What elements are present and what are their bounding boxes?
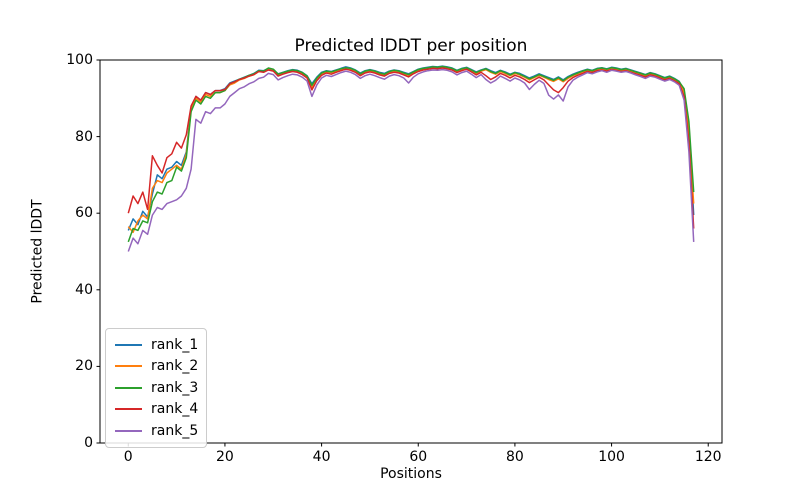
plot-border bbox=[99, 59, 723, 444]
x-tick-label: 60 bbox=[409, 449, 428, 465]
y-tick-label: 40 bbox=[75, 281, 93, 298]
legend-item-rank_2: rank_2 bbox=[115, 356, 199, 378]
x-tick-label: 0 bbox=[123, 449, 133, 465]
legend-label: rank_5 bbox=[151, 422, 199, 439]
y-tick-label: 60 bbox=[75, 205, 93, 222]
legend-item-rank_4: rank_4 bbox=[115, 399, 199, 421]
legend-item-rank_3: rank_3 bbox=[115, 377, 199, 399]
legend-line-sample bbox=[115, 365, 142, 368]
series-line-rank_4 bbox=[127, 67, 695, 229]
legend-label: rank_3 bbox=[151, 379, 199, 396]
x-tick-label: 20 bbox=[216, 449, 234, 465]
x-tick-label: 100 bbox=[598, 449, 625, 465]
legend-label: rank_2 bbox=[151, 358, 199, 375]
y-tick-label: 20 bbox=[75, 358, 93, 375]
chart-title: Predicted lDDT per position bbox=[294, 36, 528, 56]
series-line-rank_3 bbox=[127, 65, 695, 243]
legend-line-sample bbox=[115, 386, 142, 389]
y-tick-label: 100 bbox=[66, 52, 93, 68]
y-tick-label: 0 bbox=[84, 435, 93, 451]
legend-line-sample bbox=[115, 343, 142, 346]
legend-item-rank_5: rank_5 bbox=[115, 420, 199, 442]
x-tick-label: 120 bbox=[694, 449, 722, 465]
legend-line-sample bbox=[115, 429, 142, 432]
x-tick-label: 40 bbox=[312, 449, 331, 465]
y-tick-label: 80 bbox=[75, 128, 93, 145]
series-line-rank_5 bbox=[127, 68, 695, 252]
legend-item-rank_1: rank_1 bbox=[115, 334, 199, 356]
legend-label: rank_4 bbox=[151, 401, 199, 418]
series-line-rank_1 bbox=[127, 65, 695, 231]
x-axis-label: Positions bbox=[380, 466, 442, 482]
x-tick-label: 80 bbox=[505, 449, 524, 465]
y-axis-label: Predicted lDDT bbox=[29, 199, 46, 304]
legend-line-sample bbox=[115, 408, 142, 411]
legend: rank_1 rank_2 rank_3 rank_4 rank_5 bbox=[105, 328, 207, 448]
legend-label: rank_1 bbox=[151, 336, 199, 353]
